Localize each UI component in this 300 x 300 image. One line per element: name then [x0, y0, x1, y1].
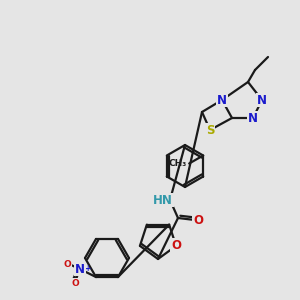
Text: N: N [217, 94, 227, 106]
Text: −: − [62, 259, 69, 268]
Text: S: S [206, 124, 214, 136]
Text: N: N [257, 94, 267, 106]
Text: O: O [171, 239, 181, 252]
Text: N: N [248, 112, 258, 124]
Text: HN: HN [153, 194, 173, 206]
Text: O: O [63, 260, 71, 268]
Text: CH₃: CH₃ [169, 159, 187, 168]
Text: N: N [75, 262, 85, 276]
Text: O: O [71, 279, 79, 288]
Text: +: + [84, 264, 90, 273]
Text: O: O [193, 214, 203, 226]
